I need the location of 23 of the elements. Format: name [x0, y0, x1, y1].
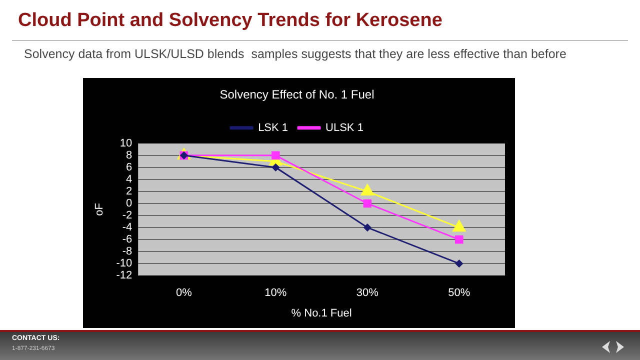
chart-title: Solvency Effect of No. 1 Fuel: [220, 88, 374, 102]
y-tick-label: 8: [126, 149, 132, 162]
text: Solvency data from ULSK/ULSD blends samples suggests that they are less effective than before: [24, 47, 566, 61]
y-tick-label: -2: [122, 210, 132, 222]
y-tick-label: 4: [126, 173, 132, 186]
x-tick-label: 0%: [176, 287, 192, 300]
y-tick-label: -8: [122, 246, 132, 258]
y-axis-title: oF: [94, 202, 106, 216]
y-tick-label: -4: [122, 222, 132, 234]
x-tick-label: 50%: [448, 287, 470, 300]
y-tick-label: 0: [126, 198, 132, 210]
x-tick-label: 10%: [264, 287, 287, 300]
y-tick-label: 6: [126, 161, 132, 174]
y-tick-label: -10: [116, 258, 132, 270]
legend-label: ULSK 1: [326, 122, 364, 134]
x-tick-label: 30%: [356, 287, 379, 300]
y-tick-label: 2: [126, 186, 132, 198]
x-axis-title: % No.1 Fuel: [291, 307, 352, 320]
y-tick-label: -12: [116, 270, 132, 282]
y-tick-label: -6: [122, 234, 132, 246]
text: Cloud Point and Solvency Trends for Kerosene: [18, 10, 442, 32]
y-tick-label: 10: [120, 137, 132, 150]
legend-label: LSK 1: [258, 122, 288, 134]
